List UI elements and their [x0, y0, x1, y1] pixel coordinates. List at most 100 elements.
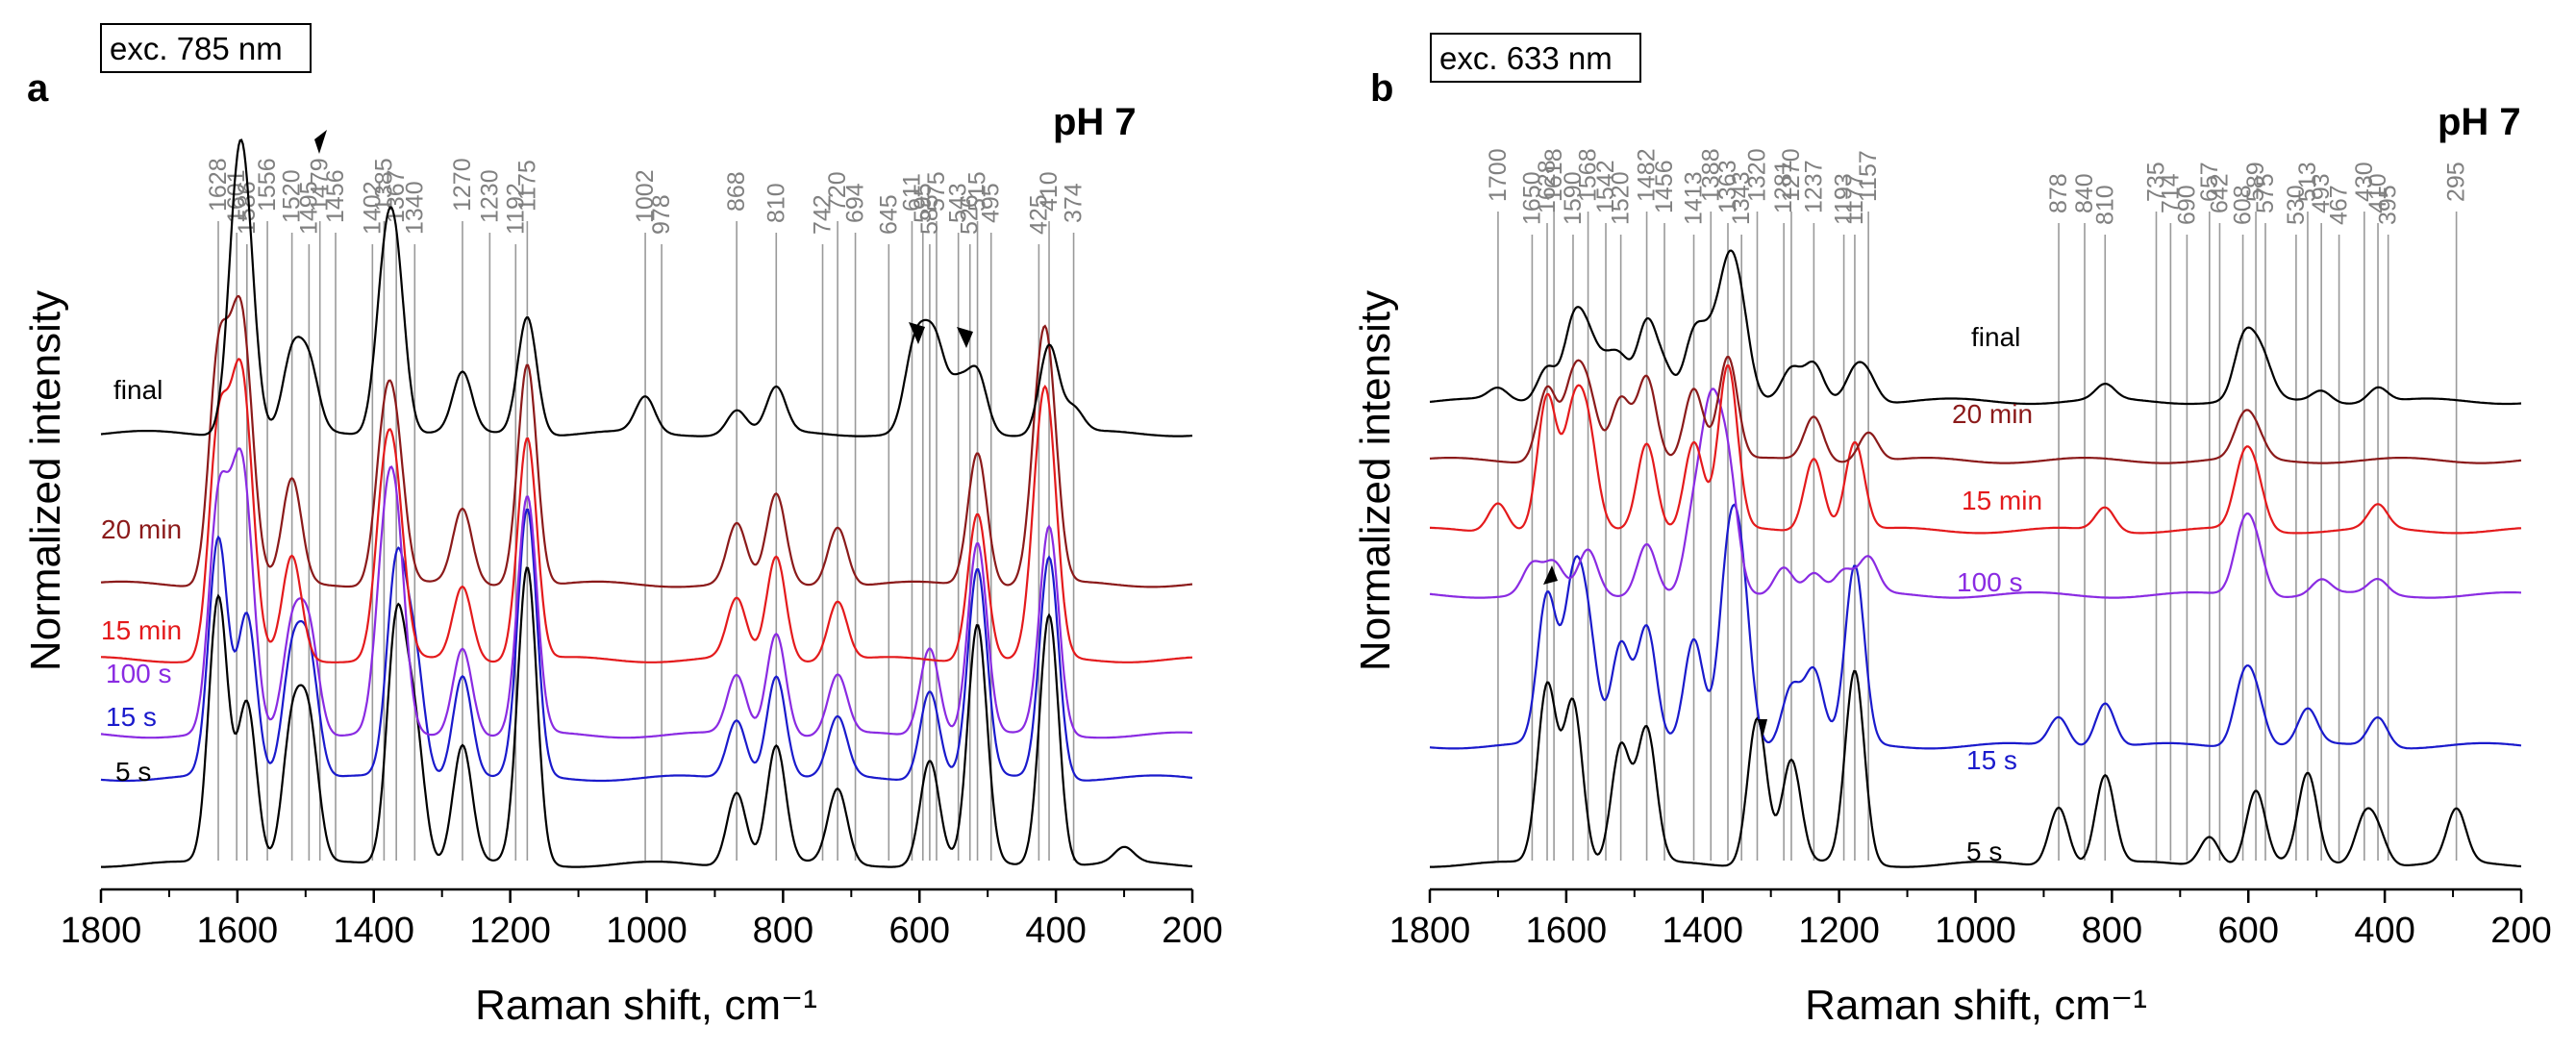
series-label: 5 s: [115, 757, 151, 787]
series-label: 20 min: [1952, 399, 2033, 429]
x-axis-title-b: Raman shift, cm⁻¹: [1805, 982, 2147, 1029]
peak-label: 735: [2142, 162, 2169, 202]
x-tick-label: 1600: [197, 911, 279, 951]
y-axis-title-a: Normalized intensity: [22, 290, 69, 671]
peak-label: 1157: [1855, 150, 1882, 202]
peak-label: 742: [810, 194, 837, 235]
x-tick-label: 1400: [1662, 911, 1743, 951]
peak-label: 1237: [1800, 160, 1827, 213]
peak-label: 530: [2283, 185, 2310, 225]
series-line: [1430, 669, 2522, 868]
peak-label: 1590: [1560, 171, 1587, 225]
peak-label: 395: [2375, 185, 2402, 225]
series-label: final: [113, 375, 163, 405]
x-tick-label: 400: [2354, 911, 2414, 951]
excitation-box-a: [100, 23, 312, 73]
series-b: [1429, 249, 2522, 868]
peak-label: 611: [898, 173, 925, 212]
arrow-a-543: [957, 327, 973, 348]
x-tick-label: 1800: [61, 911, 142, 951]
series-labels-b: 5 s 15 s 100 s 15 min 20 min final: [1952, 322, 2042, 866]
peak-label: 1520: [279, 169, 306, 223]
peak-label: 1270: [1778, 148, 1805, 202]
peak-label: 1618: [1540, 148, 1567, 202]
ph-label-a: pH 7: [1053, 101, 1137, 143]
series-line: [100, 447, 1192, 739]
peak-label: 1700: [1485, 148, 1512, 202]
peak-label: 1402: [359, 181, 386, 235]
peak-label: 608: [2230, 185, 2257, 225]
peak-label: 1650: [1518, 171, 1545, 225]
peak-label: 1479: [307, 158, 334, 212]
x-tick-label: 600: [2218, 911, 2279, 951]
peak-label: 1385: [370, 158, 397, 212]
peak-label: 1601: [223, 169, 250, 223]
x-tick-label: 1800: [1389, 911, 1471, 951]
peak-label: 467: [2326, 185, 2353, 225]
peak-label: 585: [916, 194, 943, 235]
peak-label: 575: [923, 171, 950, 212]
panel-b: exc. 633 nm b pH 7 1700 16281590156815421…: [1352, 33, 2552, 1029]
series-line: [1429, 249, 2522, 406]
series-label: final: [1971, 322, 2020, 352]
peak-label: 1542: [1592, 160, 1619, 213]
peak-label: 1568: [1575, 148, 1602, 202]
peak-label: 1556: [254, 158, 281, 212]
series-label: 5 s: [1966, 837, 2002, 866]
ph-label-b: pH 7: [2438, 101, 2521, 143]
arrow-a-1479: [314, 130, 327, 154]
peak-label: 810: [763, 183, 789, 223]
peak-label: 720: [824, 171, 851, 212]
x-tick-label: 1200: [469, 911, 551, 951]
x-tick-label: 200: [1162, 911, 1222, 951]
x-tick-label: 600: [889, 911, 950, 951]
series-line: [1429, 503, 2522, 750]
series-label: 100 s: [106, 659, 172, 688]
peak-label: 1520: [1608, 171, 1635, 225]
x-tick-label: 1000: [606, 911, 688, 951]
series-labels-a: 5 s 15 s 100 s 15 min 20 min final: [101, 375, 182, 787]
peak-label: 1175: [513, 160, 540, 212]
series-line: [100, 294, 1193, 588]
peak-label: 878: [2045, 173, 2072, 213]
peak-label: 526: [957, 194, 984, 235]
peak-label: 430: [2351, 162, 2378, 202]
peak-label: 1002: [632, 169, 659, 223]
peak-label: 513: [2294, 162, 2321, 202]
x-tick-label: 200: [2490, 911, 2551, 951]
peak-label: 1230: [476, 169, 503, 223]
peak-label: 493: [2308, 173, 2335, 213]
peak-label: 515: [964, 171, 991, 212]
excitation-box-b: [1430, 33, 1641, 83]
x-tick-label: 800: [2082, 911, 2142, 951]
peak-label: 642: [2206, 173, 2233, 213]
series-label: 15 s: [1966, 745, 2017, 775]
panel-a: exc. 785 nm a pH 7 162816011586155615201…: [22, 23, 1223, 1029]
series-line: [100, 138, 1193, 438]
panel-letter-a: a: [27, 67, 49, 110]
peak-label: 1340: [401, 181, 428, 235]
peak-label: 1281: [1770, 160, 1797, 213]
arrow-b-1618: [1543, 565, 1558, 585]
peak-label: 657: [2196, 162, 2223, 202]
series-line: [1429, 355, 2522, 464]
x-ticks-b: 1800 1600 1400 1200 1000 800 600 400 200: [1389, 889, 2552, 951]
excitation-label-b: exc. 633 nm: [1439, 40, 1613, 76]
x-tick-label: 400: [1025, 911, 1086, 951]
peak-label: 694: [842, 183, 869, 223]
peak-label: 425: [1025, 194, 1052, 235]
peak-label: 1628: [205, 158, 232, 212]
series-label: 20 min: [101, 514, 182, 544]
peak-label: 840: [2071, 173, 2098, 213]
arrow-a-595: [909, 322, 925, 344]
peak-label: 1413: [1681, 171, 1708, 225]
peak-label: 1363: [1714, 160, 1741, 213]
peak-label: 1343: [1728, 171, 1755, 225]
series-line: [100, 508, 1193, 783]
peak-label: 410: [2364, 173, 2391, 213]
y-axis-title-b: Normalized intensity: [1352, 290, 1399, 671]
peak-label: 543: [945, 183, 972, 223]
series-label: 15 min: [101, 615, 182, 645]
peak-label: 410: [1036, 171, 1063, 212]
